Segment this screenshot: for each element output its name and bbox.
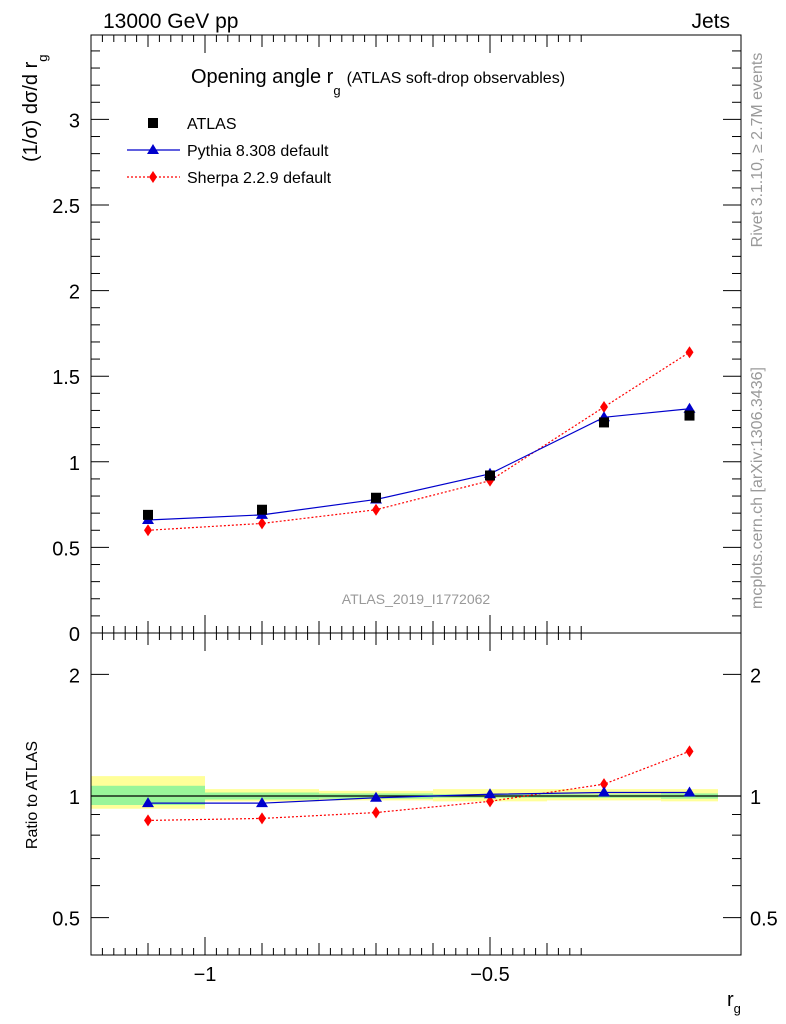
chart-title-main: Opening angle r xyxy=(191,66,334,88)
data-point-square xyxy=(485,470,495,481)
data-point-diamond xyxy=(685,745,694,758)
ratio-y-tick-label-left: 0.5 xyxy=(52,909,80,931)
ratio-y-tick-label-left: 1 xyxy=(69,787,80,809)
rivet-label: Rivet 3.1.10, ≥ 2.7M events xyxy=(749,53,766,248)
main-y-axis-label: (1/σ) dσ/d rg xyxy=(20,55,50,163)
data-point-square xyxy=(257,504,267,515)
ratio-y-tick-label-right: 1 xyxy=(750,787,761,809)
y-tick-label: 3 xyxy=(69,110,80,132)
ratio-y-tick-label-right: 0.5 xyxy=(750,909,778,931)
ratio-y-axis-label: Ratio to ATLAS xyxy=(24,741,41,849)
x-tick-label: −0.5 xyxy=(470,964,509,986)
x-axis-label-sub: g xyxy=(734,1001,741,1016)
data-point-diamond xyxy=(258,812,266,825)
main-ticks xyxy=(90,35,741,634)
data-point-diamond xyxy=(600,401,608,414)
data-point-triangle xyxy=(256,797,268,808)
data-point-triangle xyxy=(683,786,696,797)
chart-title-sub: g xyxy=(333,83,340,98)
process-label: Jets xyxy=(691,10,730,33)
x-tick-label: −1 xyxy=(194,964,217,986)
legend-atlas-label: ATLAS xyxy=(187,116,237,133)
band-inner xyxy=(91,785,205,805)
data-point-triangle xyxy=(598,786,610,797)
ratio-frame xyxy=(90,632,742,956)
data-point-diamond xyxy=(144,524,152,537)
data-point-triangle xyxy=(683,402,696,413)
y-tick-label: 0.5 xyxy=(52,538,80,560)
series-line xyxy=(147,750,690,822)
legend: ATLAS Pythia 8.308 default Sherpa 2.2.9 … xyxy=(127,116,332,187)
data-point-diamond xyxy=(372,806,380,819)
ratio-series xyxy=(142,745,696,827)
data-point-triangle xyxy=(142,797,154,808)
y-tick-label: 1 xyxy=(69,453,80,475)
data-point-diamond xyxy=(144,814,152,827)
energy-label: 13000 GeV pp xyxy=(103,10,238,33)
series-line xyxy=(148,791,690,804)
x-axis-label: rg xyxy=(727,989,741,1016)
legend-pythia-marker xyxy=(147,144,159,154)
main-y-tick-labels: 0 0.5 1 1.5 2 2.5 3 xyxy=(52,110,80,646)
x-tick-labels: −1 −0.5 xyxy=(194,964,510,986)
data-point-square xyxy=(599,417,609,428)
data-point-diamond xyxy=(372,503,380,516)
data-point-diamond xyxy=(486,795,494,808)
data-point-square xyxy=(143,509,153,520)
data-point-diamond xyxy=(258,517,266,530)
x-axis-label-main: r xyxy=(727,989,734,1011)
y-tick-label: 2.5 xyxy=(52,196,80,218)
main-panel: 00.511.522.53 Opening angle rg(ATLAS sof… xyxy=(20,34,742,646)
chart-title: Opening angle rg (ATLAS soft-drop observa… xyxy=(191,66,565,98)
legend-sherpa-marker xyxy=(149,171,157,183)
y-tick-label: 1.5 xyxy=(52,367,80,389)
series-line xyxy=(147,408,690,521)
data-point-diamond xyxy=(685,346,694,359)
data-point-triangle xyxy=(484,788,496,799)
y-tick-label: 2 xyxy=(69,282,80,304)
legend-sherpa-label: Sherpa 2.2.9 default xyxy=(187,170,332,187)
legend-atlas-marker xyxy=(148,118,158,128)
data-point-diamond xyxy=(600,778,608,791)
y-tick-label: 0 xyxy=(69,624,80,646)
chart-title-suffix: (ATLAS soft-drop observables) xyxy=(347,70,565,87)
data-point-triangle xyxy=(370,791,382,802)
legend-pythia-label: Pythia 8.308 default xyxy=(187,143,329,160)
data-point-square xyxy=(684,410,695,421)
series-line xyxy=(147,351,690,531)
main-series xyxy=(142,346,696,537)
main-y-axis-label-main: (1/σ) dσ/d r xyxy=(20,61,42,162)
ratio-y-tick-labels: 0.5 0.5 1 1 2 2 xyxy=(52,665,778,930)
analysis-watermark: ATLAS_2019_I1772062 xyxy=(342,591,491,607)
ratio-ticks xyxy=(90,633,741,955)
data-point-square xyxy=(371,492,381,503)
mcplots-label: mcplots.cern.ch [arXiv:1306.3436] xyxy=(749,367,766,609)
ratio-y-tick-label-left: 2 xyxy=(69,665,80,687)
ratio-panel: 0.5 0.5 1 1 2 2 Ratio to ATLAS −1 −0.5 rg xyxy=(24,632,778,1016)
main-y-axis-label-sub: g xyxy=(35,55,50,62)
ratio-y-tick-label-right: 2 xyxy=(750,665,761,687)
